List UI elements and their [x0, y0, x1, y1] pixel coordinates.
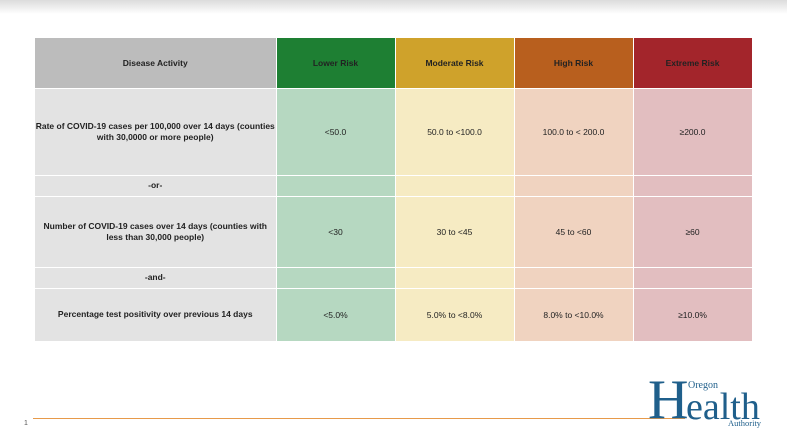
cell-extreme — [633, 267, 753, 289]
cell-high: 8.0% to <10.0% — [514, 288, 634, 342]
cell-high — [514, 267, 634, 289]
risk-table: Disease Activity Lower Risk Moderate Ris… — [35, 38, 753, 342]
cell-moderate: 50.0 to <100.0 — [395, 88, 515, 176]
logo-authority: Authority — [728, 418, 762, 428]
footer-divider — [33, 418, 685, 419]
cell-moderate: 5.0% to <8.0% — [395, 288, 515, 342]
logo-oregon: Oregon — [688, 380, 718, 391]
table-header-row: Disease Activity Lower Risk Moderate Ris… — [35, 38, 753, 89]
cell-lower: <30 — [276, 196, 396, 268]
table-row: Percentage test positivity over previous… — [35, 288, 753, 342]
cell-moderate: 30 to <45 — [395, 196, 515, 268]
cell-moderate — [395, 175, 515, 197]
cell-extreme: ≥200.0 — [633, 88, 753, 176]
row-label: Number of COVID-19 cases over 14 days (c… — [35, 196, 277, 268]
table-row: Number of COVID-19 cases over 14 days (c… — [35, 196, 753, 268]
table-row: Rate of COVID-19 cases per 100,000 over … — [35, 88, 753, 176]
cell-extreme: ≥60 — [633, 196, 753, 268]
cell-high — [514, 175, 634, 197]
cell-high: 100.0 to < 200.0 — [514, 88, 634, 176]
cell-extreme — [633, 175, 753, 197]
logo-h: H — [648, 369, 689, 431]
cell-lower: <5.0% — [276, 288, 396, 342]
row-label: Rate of COVID-19 cases per 100,000 over … — [35, 88, 277, 176]
header-lower-risk: Lower Risk — [276, 38, 396, 89]
row-label: Percentage test positivity over previous… — [35, 288, 277, 342]
header-high-risk: High Risk — [514, 38, 634, 89]
separator-label: -or- — [35, 175, 277, 197]
table-separator-row: -or- — [35, 175, 753, 197]
table-separator-row: -and- — [35, 267, 753, 289]
header-extreme-risk: Extreme Risk — [633, 38, 753, 89]
cell-lower — [276, 267, 396, 289]
cell-lower — [276, 175, 396, 197]
oregon-health-authority-logo: H Oregon ealth Authority — [648, 372, 776, 428]
page-number: 1 — [24, 420, 28, 427]
cell-extreme: ≥10.0% — [633, 288, 753, 342]
logo-ealth: ealth — [686, 386, 760, 428]
cell-lower: <50.0 — [276, 88, 396, 176]
top-band — [0, 0, 787, 14]
cell-high: 45 to <60 — [514, 196, 634, 268]
cell-moderate — [395, 267, 515, 289]
separator-label: -and- — [35, 267, 277, 289]
header-moderate-risk: Moderate Risk — [395, 38, 515, 89]
header-disease-activity: Disease Activity — [35, 38, 277, 89]
